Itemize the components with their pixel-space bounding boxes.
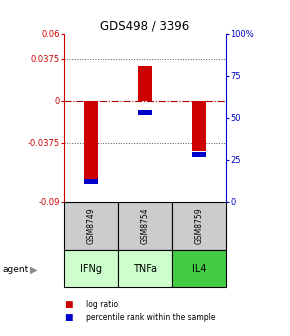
Text: percentile rank within the sample: percentile rank within the sample [86, 313, 215, 322]
Bar [192, 101, 206, 151]
Text: IFNg: IFNg [80, 264, 102, 274]
Bar [64, 250, 118, 287]
Bar [84, 179, 98, 184]
Bar [118, 202, 172, 250]
Text: GSM8754: GSM8754 [140, 208, 150, 244]
Text: IL4: IL4 [192, 264, 206, 274]
Bar [172, 250, 226, 287]
Text: GSM8749: GSM8749 [86, 208, 95, 244]
Text: log ratio: log ratio [86, 300, 118, 308]
Bar [138, 110, 152, 115]
Title: GDS498 / 3396: GDS498 / 3396 [100, 19, 190, 33]
Text: ■: ■ [64, 313, 72, 322]
Text: GSM8759: GSM8759 [195, 208, 204, 244]
Text: ■: ■ [64, 300, 72, 308]
Bar [172, 202, 226, 250]
Bar [118, 250, 172, 287]
Text: TNFa: TNFa [133, 264, 157, 274]
Bar [192, 152, 206, 157]
Bar [64, 202, 118, 250]
Text: agent: agent [3, 265, 29, 274]
Text: ▶: ▶ [30, 265, 37, 275]
Bar [84, 101, 98, 181]
Bar [138, 66, 152, 101]
